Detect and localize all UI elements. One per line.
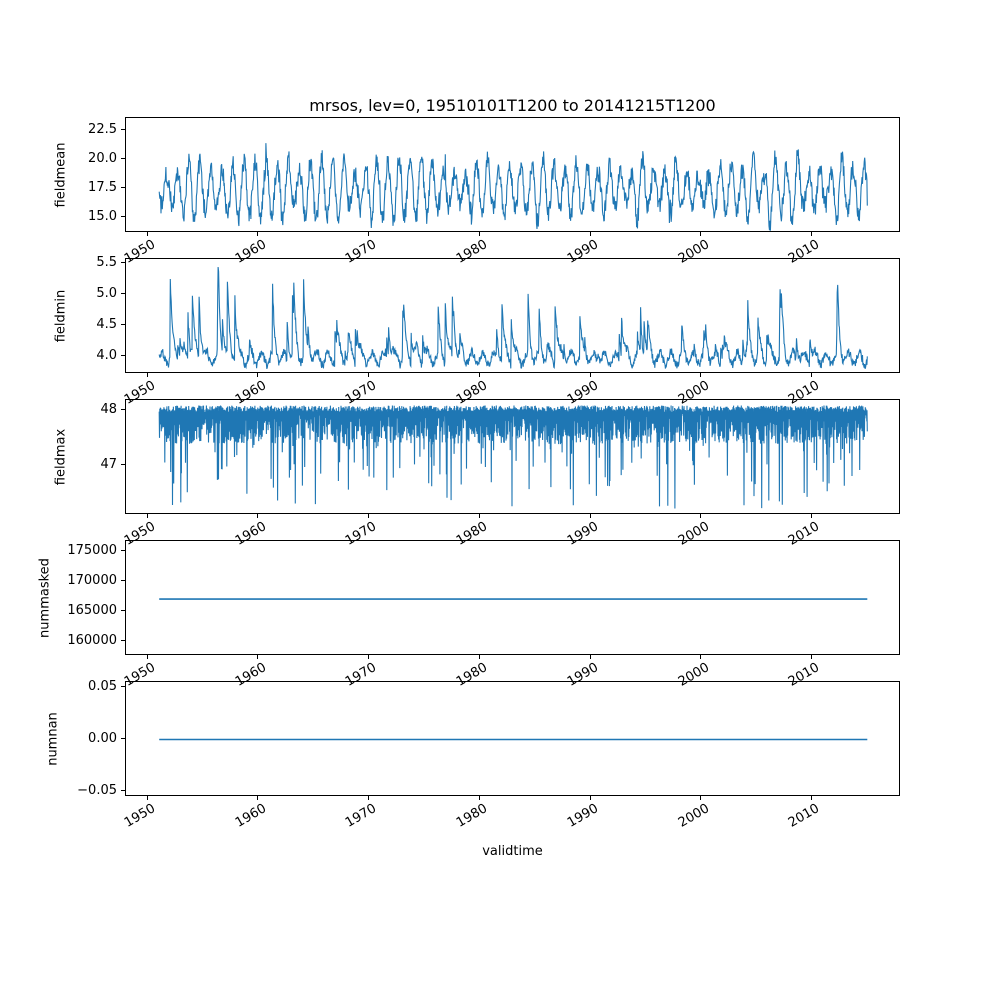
y-tick-mark bbox=[121, 262, 125, 264]
x-tick-mark bbox=[810, 514, 812, 518]
y-tick-mark bbox=[121, 293, 125, 295]
subplot-fieldmax bbox=[125, 399, 900, 514]
x-tick-mark bbox=[589, 655, 591, 659]
y-axis-label-numnan: numnan bbox=[45, 711, 61, 766]
y-tick-label: 48 bbox=[100, 402, 117, 418]
line-plot-fieldmax bbox=[158, 405, 868, 509]
x-tick-mark bbox=[810, 796, 812, 800]
subplot-numnan bbox=[125, 681, 900, 796]
x-tick-mark bbox=[810, 232, 812, 236]
line-plot-nummasked bbox=[159, 598, 868, 600]
y-axis-label-fieldmean: fieldmean bbox=[53, 142, 69, 207]
y-tick-mark bbox=[121, 640, 125, 642]
y-tick-label: −0.05 bbox=[77, 782, 117, 798]
y-axis-label-fieldmin: fieldmin bbox=[53, 289, 69, 342]
x-tick-label: 2000 bbox=[675, 801, 712, 831]
line-plot-numnan bbox=[159, 738, 868, 741]
x-tick-mark bbox=[478, 655, 480, 659]
y-tick-label: 20.0 bbox=[88, 151, 117, 167]
x-tick-mark bbox=[368, 796, 370, 800]
line-plot-fieldmean bbox=[158, 143, 868, 231]
x-tick-label: 1990 bbox=[564, 801, 601, 831]
y-tick-label: 0.00 bbox=[88, 731, 117, 746]
y-tick-mark bbox=[121, 610, 125, 612]
x-tick-mark bbox=[146, 796, 148, 800]
data-line-fieldmax bbox=[158, 405, 868, 509]
y-tick-label: 5.5 bbox=[96, 255, 117, 271]
y-tick-label: 160000 bbox=[67, 633, 117, 649]
x-tick-mark bbox=[257, 373, 259, 377]
y-tick-label: 4.5 bbox=[96, 317, 117, 333]
y-tick-mark bbox=[121, 158, 125, 160]
data-line-fieldmean bbox=[158, 143, 868, 231]
y-tick-mark bbox=[121, 129, 125, 131]
x-tick-mark bbox=[700, 655, 702, 659]
y-tick-mark bbox=[121, 464, 125, 466]
x-tick-mark bbox=[700, 232, 702, 236]
x-tick-mark bbox=[478, 514, 480, 518]
x-tick-label: 2010 bbox=[786, 801, 823, 831]
x-tick-mark bbox=[478, 232, 480, 236]
x-axis-label: validtime bbox=[482, 844, 543, 859]
x-tick-mark bbox=[700, 796, 702, 800]
y-tick-mark bbox=[121, 409, 125, 411]
x-tick-label: 1970 bbox=[343, 801, 380, 831]
x-tick-label: 1980 bbox=[454, 801, 491, 831]
x-tick-mark bbox=[368, 655, 370, 659]
subplot-fieldmean bbox=[125, 117, 900, 232]
subplot-nummasked bbox=[125, 540, 900, 655]
chart-title: mrsos, lev=0, 19510101T1200 to 20141215T… bbox=[309, 96, 716, 115]
x-tick-mark bbox=[257, 514, 259, 518]
x-tick-mark bbox=[368, 232, 370, 236]
x-tick-mark bbox=[257, 232, 259, 236]
y-tick-label: 165000 bbox=[67, 603, 117, 619]
x-tick-label: 1950 bbox=[121, 801, 159, 831]
x-tick-mark bbox=[257, 796, 259, 800]
y-tick-mark bbox=[121, 216, 125, 218]
y-axis-label-fieldmax: fieldmax bbox=[53, 428, 69, 485]
y-tick-label: 175000 bbox=[67, 543, 117, 559]
y-tick-mark bbox=[121, 789, 125, 791]
y-tick-label: 0.05 bbox=[88, 679, 117, 694]
x-tick-mark bbox=[368, 373, 370, 377]
x-tick-mark bbox=[146, 514, 148, 518]
x-tick-mark bbox=[700, 373, 702, 377]
y-tick-label: 4.0 bbox=[96, 348, 117, 364]
y-tick-mark bbox=[121, 686, 125, 687]
x-tick-mark bbox=[368, 514, 370, 518]
x-tick-mark bbox=[810, 655, 812, 659]
x-tick-mark bbox=[589, 232, 591, 236]
x-tick-mark bbox=[146, 373, 148, 377]
y-tick-mark bbox=[121, 738, 125, 739]
y-tick-label: 22.5 bbox=[88, 122, 117, 138]
x-tick-mark bbox=[478, 796, 480, 800]
y-tick-mark bbox=[121, 355, 125, 357]
y-tick-label: 17.5 bbox=[88, 180, 117, 196]
x-tick-mark bbox=[589, 796, 591, 800]
data-line-fieldmin bbox=[158, 266, 868, 370]
x-tick-mark bbox=[146, 232, 148, 236]
line-plot-fieldmin bbox=[158, 266, 868, 370]
x-tick-mark bbox=[589, 514, 591, 518]
y-tick-mark bbox=[121, 580, 125, 582]
x-tick-mark bbox=[478, 373, 480, 377]
y-tick-label: 5.0 bbox=[96, 286, 117, 302]
x-tick-label: 1960 bbox=[232, 801, 269, 831]
x-tick-mark bbox=[257, 655, 259, 659]
y-tick-label: 170000 bbox=[67, 573, 117, 589]
y-tick-mark bbox=[121, 187, 125, 189]
x-tick-mark bbox=[589, 373, 591, 377]
x-tick-mark bbox=[146, 655, 148, 659]
x-tick-mark bbox=[810, 373, 812, 377]
y-tick-label: 15.0 bbox=[88, 209, 117, 225]
y-axis-label-nummasked: nummasked bbox=[37, 557, 53, 638]
y-tick-mark bbox=[121, 324, 125, 326]
y-tick-label: 47 bbox=[100, 457, 117, 473]
y-tick-mark bbox=[121, 550, 125, 552]
subplot-fieldmin bbox=[125, 258, 900, 373]
x-tick-mark bbox=[700, 514, 702, 518]
